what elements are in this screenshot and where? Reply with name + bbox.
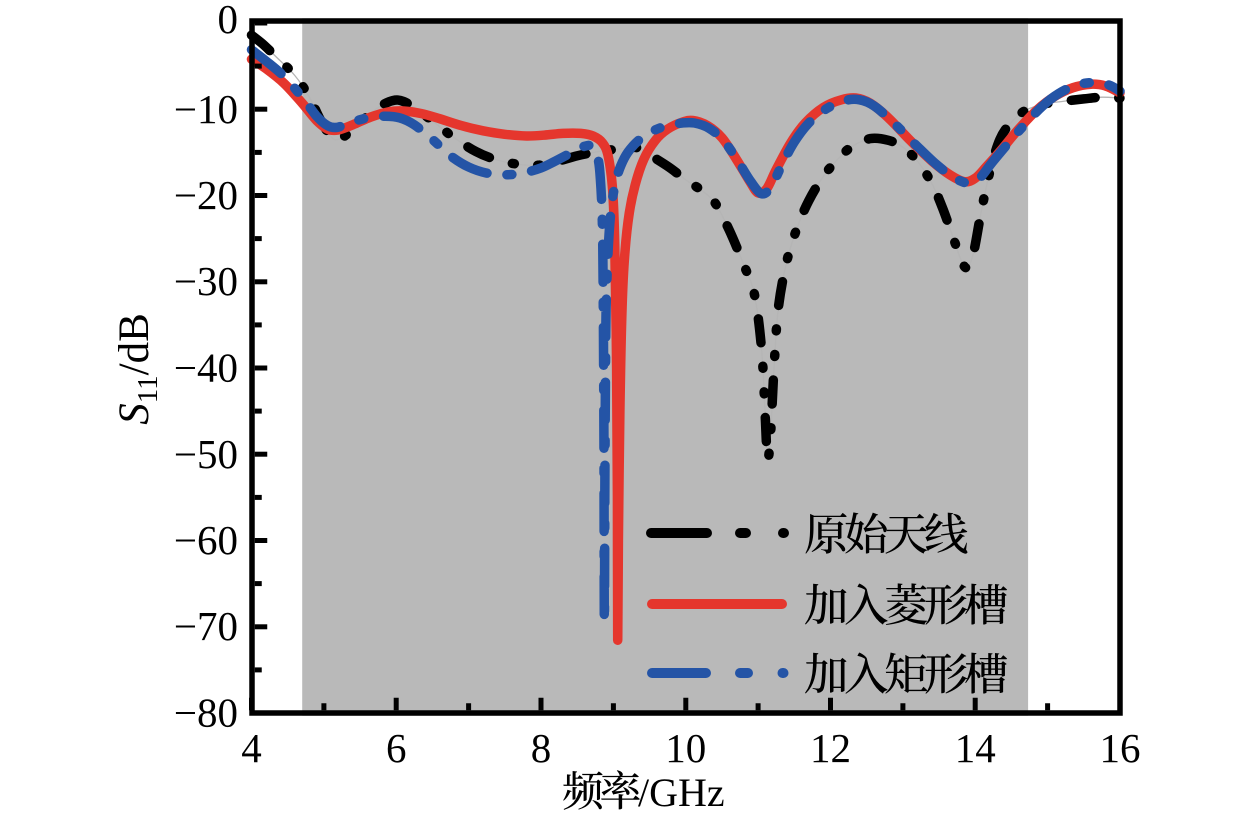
svg-text:−40: −40: [174, 345, 238, 391]
svg-text:−30: −30: [174, 258, 238, 304]
svg-text:4: 4: [241, 725, 262, 771]
svg-text:−50: −50: [174, 431, 238, 477]
svg-text:S11/dB: S11/dB: [111, 313, 164, 425]
svg-text:−60: −60: [174, 517, 238, 563]
svg-text:16: 16: [1100, 725, 1141, 771]
svg-text:/GHz: /GHz: [638, 770, 725, 815]
svg-text:14: 14: [955, 725, 996, 771]
svg-text:12: 12: [810, 725, 851, 771]
svg-text:10: 10: [665, 725, 706, 771]
svg-text:−70: −70: [174, 603, 238, 649]
svg-text:−80: −80: [174, 690, 238, 736]
svg-text:−20: −20: [174, 172, 238, 218]
svg-text:8: 8: [531, 725, 552, 771]
svg-text:6: 6: [386, 725, 407, 771]
svg-text:−10: −10: [174, 86, 238, 132]
svg-text:0: 0: [218, 0, 239, 42]
